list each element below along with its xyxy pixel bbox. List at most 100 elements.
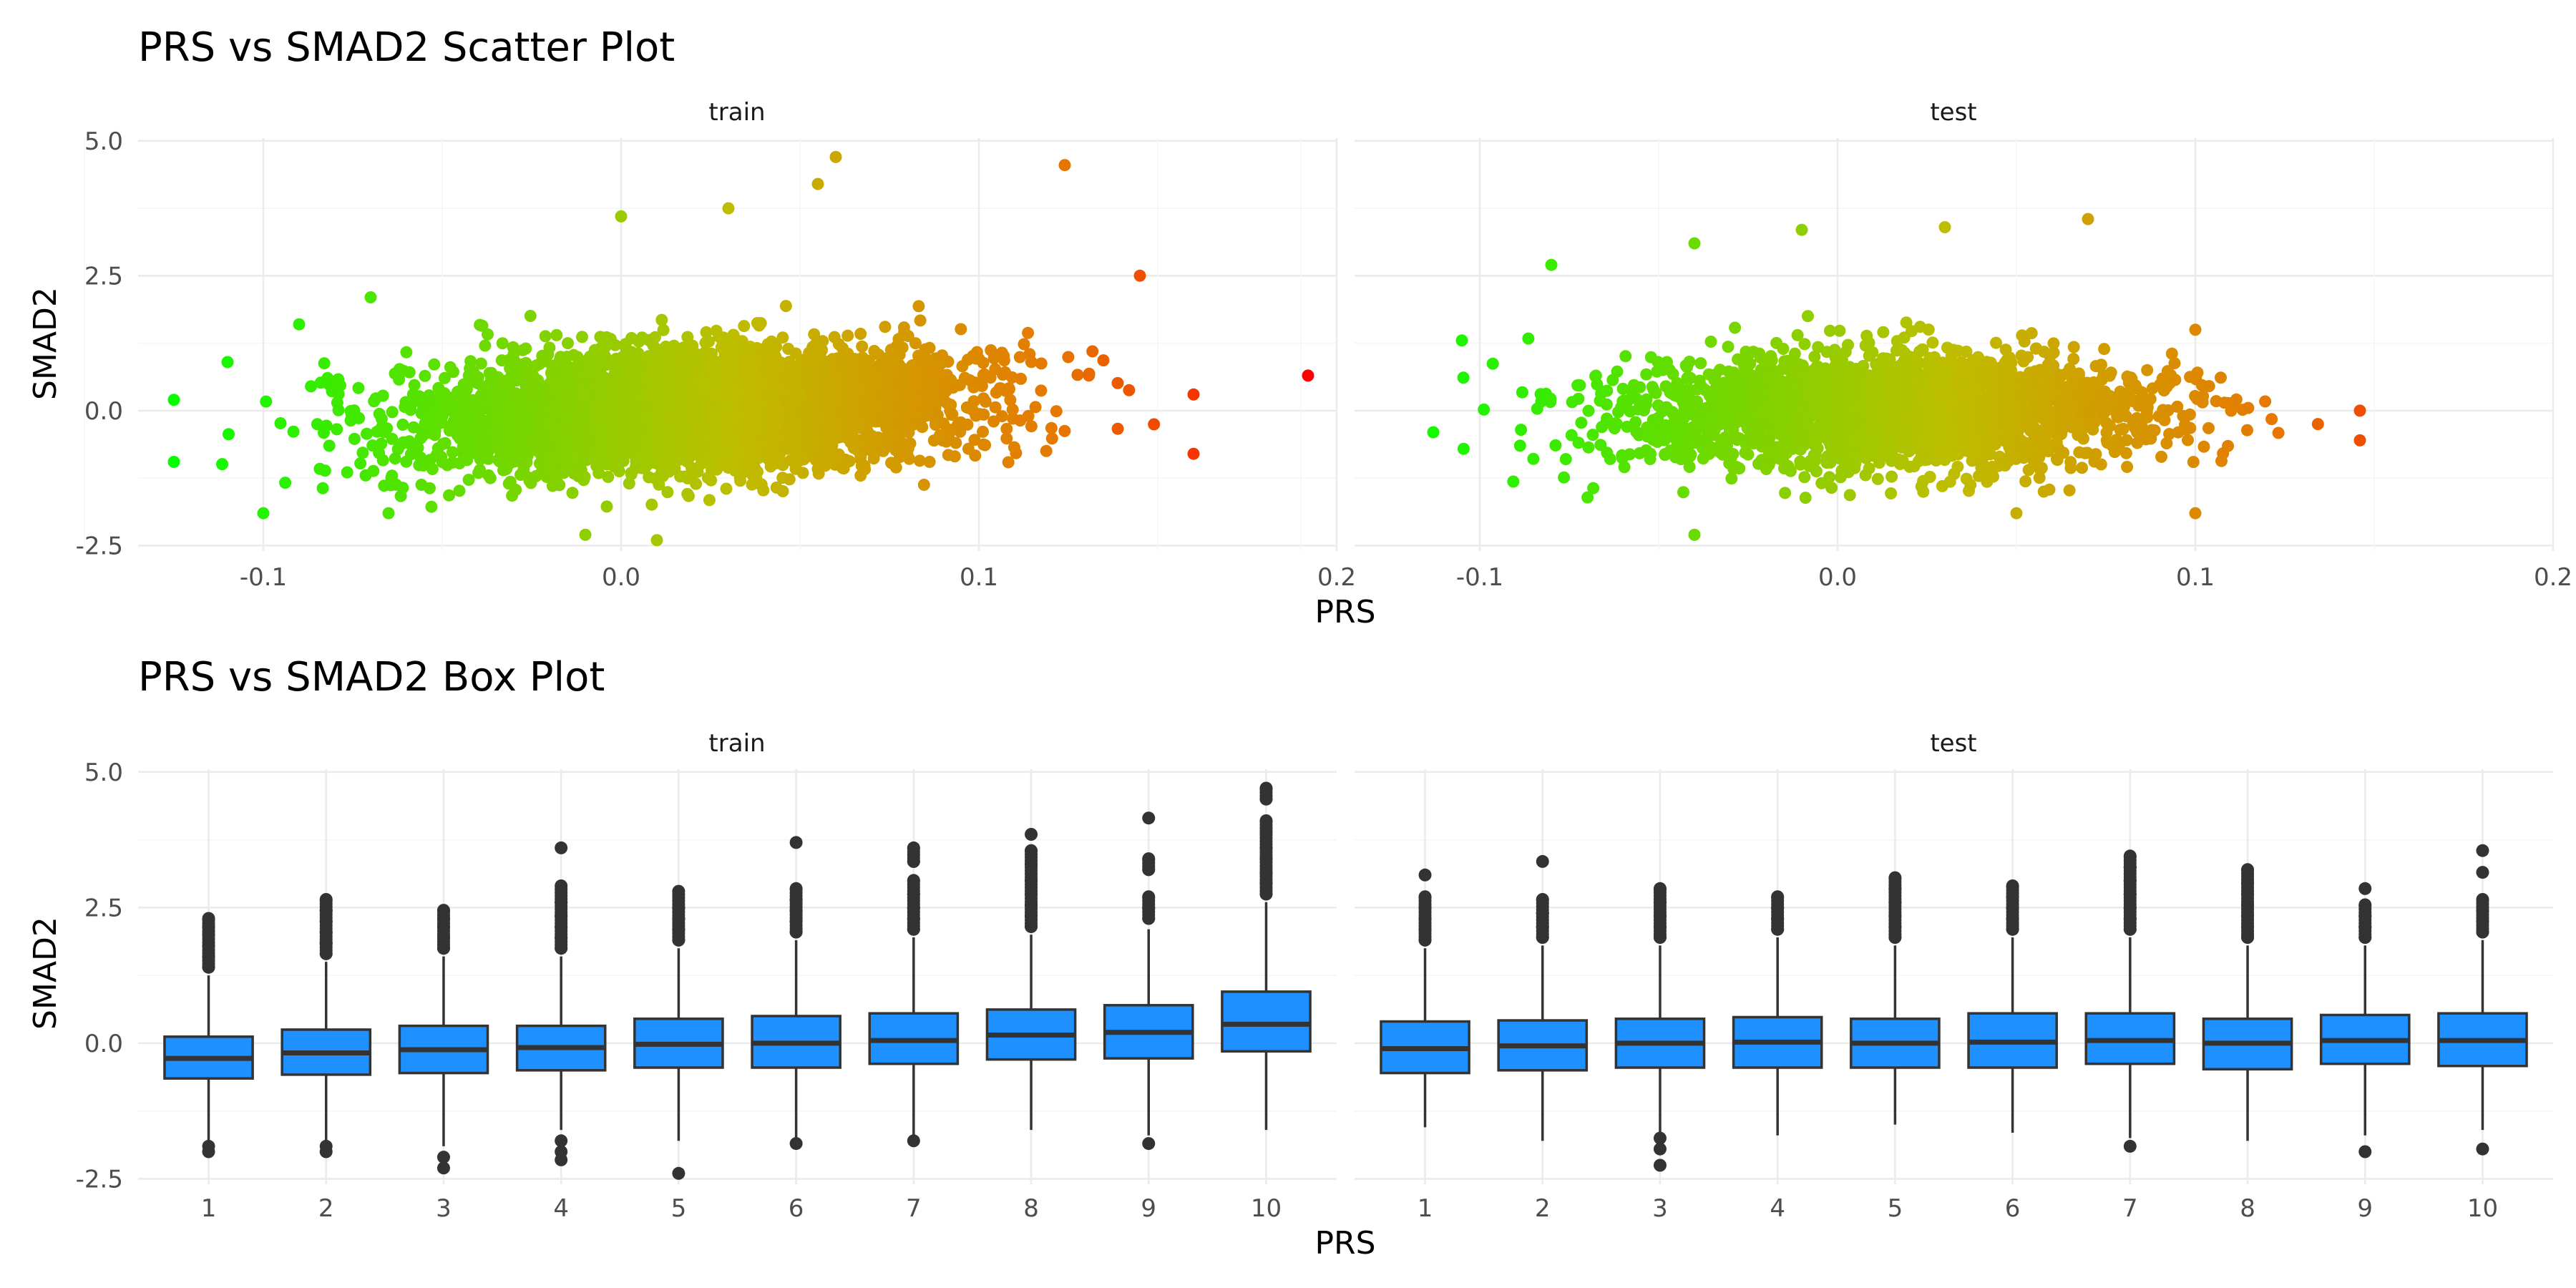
scatter-point (832, 426, 845, 439)
scatter-point (847, 355, 860, 368)
scatter-point (626, 411, 639, 423)
scatter-point (305, 380, 318, 393)
scatter-point (733, 421, 746, 434)
scatter-point (896, 436, 908, 449)
scatter-point (685, 351, 697, 364)
scatter-point (1002, 456, 1015, 469)
scatter-point (1008, 441, 1020, 454)
scatter-point (872, 363, 885, 376)
scatter-point (570, 452, 582, 465)
scatter-point (989, 401, 1002, 414)
scatter-point (364, 291, 377, 303)
scatter-point (738, 461, 751, 474)
scatter-point (625, 332, 638, 344)
scatter-point (274, 417, 287, 429)
scatter-point (619, 421, 632, 433)
scatter-point (474, 389, 487, 401)
scatter-point (706, 355, 719, 368)
scatter-point (782, 343, 795, 355)
y-tick-label: 0.0 (84, 397, 123, 426)
scatter-point (727, 388, 740, 401)
scatter-point (478, 415, 490, 428)
scatter-point (872, 386, 885, 399)
scatter-point (434, 451, 447, 464)
scatter-point (1704, 336, 1717, 348)
scatter-point (221, 356, 234, 369)
scatter-point (400, 346, 413, 358)
scatter-point (543, 456, 556, 469)
scatter-point (610, 367, 623, 380)
scatter-point (917, 479, 930, 491)
scatter-point (1478, 403, 1491, 416)
scatter-point (2241, 424, 2253, 436)
scatter-point (1799, 492, 1812, 504)
scatter-point (811, 177, 824, 190)
scatter-point (608, 405, 620, 418)
scatter-point (456, 412, 469, 425)
scatter-point (989, 363, 1002, 376)
scatter-point (1025, 356, 1038, 369)
scatter-point (776, 331, 789, 344)
scatter-point (764, 341, 777, 354)
scatter-point (376, 454, 389, 467)
scatter-point (770, 481, 783, 494)
scatter-point (494, 444, 507, 457)
y-tick-label: -2.5 (76, 532, 123, 560)
scatter-point (641, 456, 654, 469)
scatter-point (484, 369, 497, 381)
scatter-point (625, 361, 638, 374)
scatter-point (594, 331, 607, 343)
scatter-point (609, 338, 622, 351)
scatter-point (479, 339, 492, 352)
scatter-point (444, 361, 457, 374)
scatter-point (656, 469, 669, 482)
scatter-point (1885, 487, 1898, 499)
scatter-point (1062, 351, 1075, 364)
x-tick-label: -0.1 (240, 563, 287, 592)
scatter-point (711, 443, 723, 456)
scatter-point (928, 383, 941, 396)
scatter-point (361, 427, 373, 440)
scatter-point (887, 346, 900, 359)
scatter-point (507, 341, 519, 353)
scatter-point (386, 432, 399, 445)
scatter-point (1000, 422, 1013, 435)
scatter-point (504, 362, 517, 375)
scatter-point (1148, 418, 1161, 431)
scatter-point (962, 401, 975, 414)
scatter-point (722, 462, 735, 474)
scatter-point (1002, 382, 1015, 395)
scatter-point (2098, 343, 2111, 356)
scatter-point (729, 409, 742, 421)
scatter-point (681, 445, 694, 458)
scatter-point (832, 374, 845, 386)
scatter-point (487, 426, 500, 439)
scatter-point (419, 369, 431, 382)
scatter-point (600, 500, 613, 513)
scatter-point (602, 471, 615, 483)
scatter-point (416, 429, 429, 442)
scatter-point (661, 486, 674, 499)
scatter-point (567, 467, 580, 480)
scatter-point (779, 300, 792, 313)
scatter-title: PRS vs SMAD2 Scatter Plot (138, 24, 675, 71)
scatter-point (376, 421, 389, 434)
scatter-point (318, 464, 331, 477)
scatter-point (995, 410, 1008, 423)
scatter-point (354, 457, 367, 470)
scatter-point (811, 452, 824, 464)
scatter-point (826, 388, 839, 401)
scatter-point (843, 455, 856, 467)
scatter-point (1187, 388, 1200, 401)
scatter-point (923, 341, 936, 354)
scatter-point (529, 439, 542, 452)
scatter-point (751, 465, 763, 478)
scatter-point (745, 428, 758, 441)
scatter-point (600, 458, 613, 471)
scatter-point (578, 471, 591, 483)
scatter-point (460, 452, 472, 465)
scatter-point (686, 408, 699, 421)
scatter-point (279, 477, 292, 489)
scatter-point (829, 150, 842, 163)
scatter-point (672, 416, 685, 429)
